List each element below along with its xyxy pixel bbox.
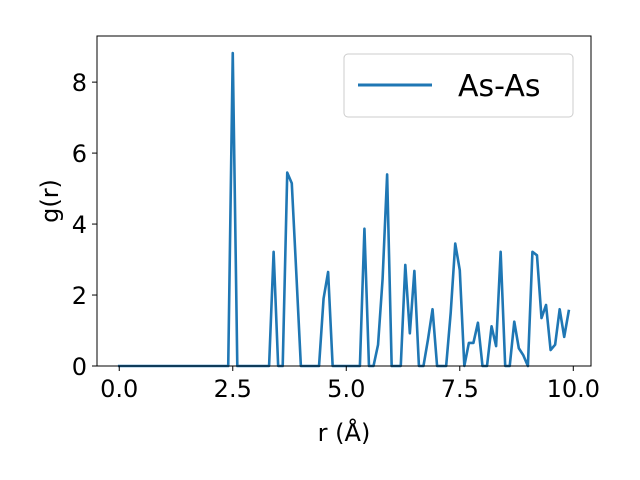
y-axis-label: g(r) [36, 179, 64, 223]
x-tick-label: 7.5 [441, 375, 479, 403]
legend-label: As-As [458, 69, 540, 104]
legend-frame [343, 53, 574, 118]
x-tick-label: 10.0 [547, 375, 600, 403]
y-tick-label: 6 [72, 140, 87, 168]
y-tick-label: 8 [72, 69, 87, 97]
x-tick-label: 2.5 [214, 375, 252, 403]
axes-frame [96, 35, 592, 367]
x-tick-label: 0.0 [100, 375, 138, 403]
y-tick-label: 2 [72, 282, 87, 310]
x-axis: 0.0 2.5 5.0 7.5 10.0 [100, 366, 600, 403]
x-axis-label: r (Å) [318, 418, 371, 447]
y-axis: 0 2 4 6 8 [72, 69, 97, 381]
y-tick-label: 0 [72, 353, 87, 381]
y-tick-label: 4 [72, 211, 87, 239]
legend: As-As [343, 53, 574, 118]
x-tick-label: 5.0 [327, 375, 365, 403]
